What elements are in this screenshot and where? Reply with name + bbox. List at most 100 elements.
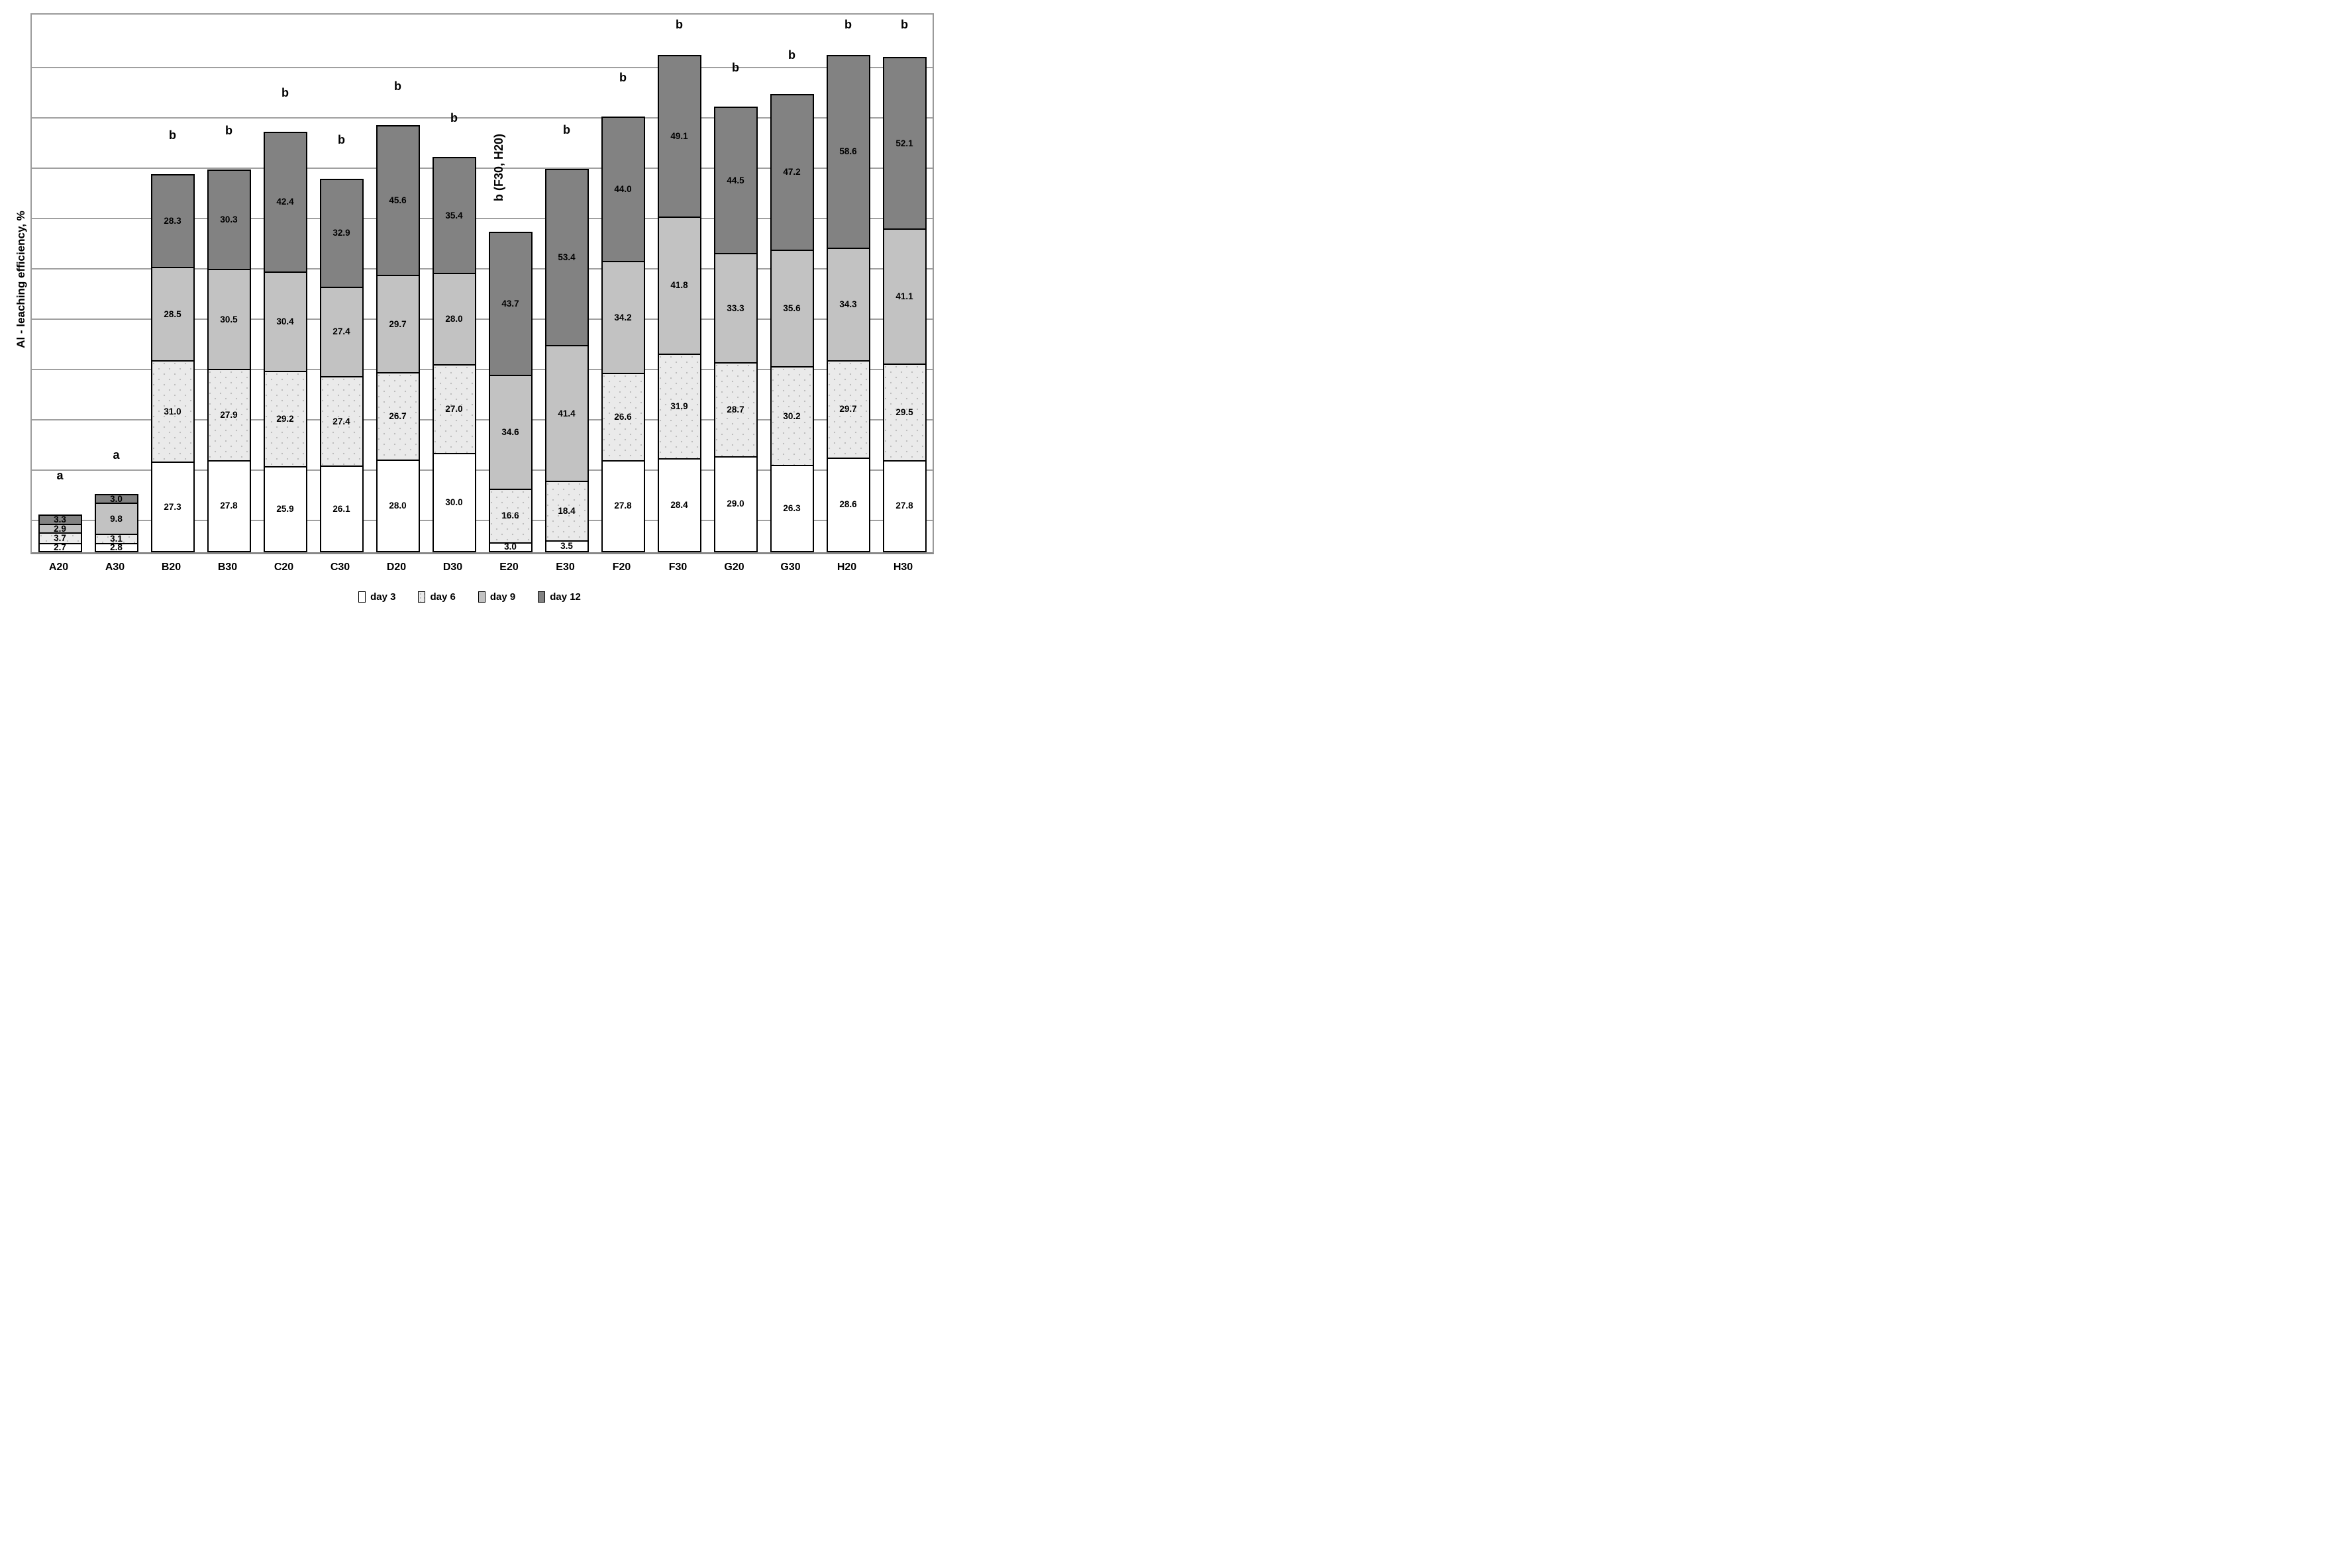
legend-item-day9: day 9 <box>478 591 515 603</box>
bar-slot-E20: 3.0 16.6 34.6 43.7 b (F30, H20) <box>482 15 538 552</box>
segment-F20-day6: 26.6 <box>601 373 645 462</box>
value-label-C20-day6: 29.2 <box>276 414 294 424</box>
value-label-G20-day12: 44.5 <box>727 175 744 185</box>
segment-D20-day3: 28.0 <box>376 459 420 552</box>
significance-label-F20: b <box>619 70 627 84</box>
value-label-G20-day9: 33.3 <box>727 303 744 313</box>
gridline <box>32 168 933 169</box>
segment-E20-day12: 43.7 <box>488 231 533 377</box>
segment-B20-day6: 31.0 <box>150 360 195 464</box>
category-label-C20: C20 <box>274 562 294 573</box>
segment-A30-day12: 3.0 <box>94 494 138 505</box>
value-label-E20-day6: 16.6 <box>501 511 519 521</box>
value-label-B20-day12: 28.3 <box>164 216 181 226</box>
value-label-E20-day9: 34.6 <box>501 427 519 438</box>
value-label-E30-day9: 41.4 <box>558 408 576 418</box>
segment-A20-day9: 2.9 <box>38 524 82 534</box>
value-label-B30-day9: 30.5 <box>220 314 238 324</box>
significance-label-G30: b <box>788 48 795 62</box>
stacked-bar-E20: 3.0 16.6 34.6 43.7 <box>488 231 533 552</box>
segment-G20-day6: 28.7 <box>713 362 758 458</box>
bar-slot-A30: 2.8 3.1 9.8 3.0 a <box>88 15 144 552</box>
value-label-D20-day3: 28.0 <box>389 500 407 511</box>
category-label-B30: B30 <box>217 562 238 573</box>
significance-label-F30: b <box>676 18 683 31</box>
gridline <box>32 419 933 420</box>
category-label-E20: E20 <box>499 562 519 573</box>
segment-D30-day9: 28.0 <box>432 273 476 366</box>
gridline <box>32 369 933 370</box>
value-label-B20-day9: 28.5 <box>164 309 181 319</box>
bar-slot-H30: 27.8 29.5 41.1 52.1 b <box>876 15 933 552</box>
legend-swatch-day9 <box>478 591 485 603</box>
bar-slot-C30: 26.1 27.4 27.4 32.9 b <box>313 15 370 552</box>
segment-B30-day9: 30.5 <box>207 269 251 370</box>
value-label-C20-day12: 42.4 <box>276 197 294 207</box>
segment-B30-day6: 27.9 <box>207 368 251 462</box>
legend-label-day6: day 6 <box>430 591 456 603</box>
segment-H30-day12: 52.1 <box>882 57 927 230</box>
significance-label-C30: b <box>338 132 345 146</box>
bar-slot-F20: 27.8 26.6 34.2 44.0 b <box>595 15 651 552</box>
bar-slot-A20: 2.7 3.7 2.9 3.3 a <box>32 15 88 552</box>
segment-C30-day12: 32.9 <box>319 178 364 288</box>
category-label-C30: C30 <box>330 562 350 573</box>
value-label-H20-day3: 28.6 <box>839 499 857 510</box>
legend-label-day9: day 9 <box>489 591 516 603</box>
value-label-E20-day3: 3.0 <box>504 542 517 552</box>
segment-H20-day12: 58.6 <box>826 54 870 250</box>
value-label-D30-day12: 35.4 <box>445 210 463 220</box>
gridline <box>32 318 933 320</box>
segment-H30-day6: 29.5 <box>882 363 927 462</box>
stacked-bar-D30: 30.0 27.0 28.0 35.4 <box>432 156 476 552</box>
segment-E30-day9: 41.4 <box>544 344 589 483</box>
value-label-B20-day3: 27.3 <box>164 501 181 512</box>
value-label-A30-day3: 2.8 <box>110 542 123 552</box>
category-label-H30: H30 <box>893 562 913 573</box>
value-label-A20-day12: 3.3 <box>54 514 66 525</box>
value-label-G20-day3: 29.0 <box>727 499 744 509</box>
segment-C20-day3: 25.9 <box>263 466 307 552</box>
segment-B20-day12: 28.3 <box>150 174 195 269</box>
bar-slot-F30: 28.4 31.9 41.8 49.1 b <box>651 15 707 552</box>
segment-B20-day3: 27.3 <box>150 462 195 552</box>
segment-C30-day9: 27.4 <box>319 286 364 377</box>
value-label-A30-day9: 9.8 <box>110 513 123 524</box>
value-label-F30-day6: 31.9 <box>670 401 688 411</box>
segment-E30-day12: 53.4 <box>544 169 589 346</box>
value-label-B30-day3: 27.8 <box>220 501 238 511</box>
significance-label-H20: b <box>844 18 852 31</box>
segment-A30-day6: 3.1 <box>94 534 138 544</box>
segment-F20-day9: 34.2 <box>601 261 645 375</box>
value-label-C30-day9: 27.4 <box>332 326 350 337</box>
value-label-F30-day3: 28.4 <box>670 499 688 510</box>
value-label-G30-day6: 30.2 <box>783 411 801 421</box>
value-label-C30-day6: 27.4 <box>332 416 350 426</box>
legend-label-day3: day 3 <box>370 591 396 603</box>
segment-G30-day6: 30.2 <box>770 366 814 467</box>
value-label-D30-day3: 30.0 <box>445 497 463 507</box>
category-label-D20: D20 <box>386 562 407 573</box>
significance-label-A20: a <box>56 468 64 482</box>
category-label-E30: E30 <box>556 562 575 573</box>
stacked-bar-D20: 28.0 26.7 29.7 45.6 <box>376 124 420 552</box>
segment-C30-day3: 26.1 <box>319 466 364 552</box>
segment-A30-day3: 2.8 <box>94 542 138 552</box>
significance-label-D30: b <box>450 111 458 124</box>
stacked-bar-B20: 27.3 31.0 28.5 28.3 <box>150 174 195 552</box>
stacked-bar-C20: 25.9 29.2 30.4 42.4 <box>263 132 307 552</box>
plot-area: 2.7 3.7 2.9 3.3 a 2.8 3.1 9.8 3.0 a 27.3 31.0 28.5 28… <box>30 13 934 554</box>
category-label-B20: B20 <box>161 562 181 573</box>
category-label-G30: G30 <box>780 562 801 573</box>
stacked-bar-G30: 26.3 30.2 35.6 47.2 <box>770 94 814 552</box>
stacked-bar-H20: 28.6 29.7 34.3 58.6 <box>826 54 870 552</box>
stacked-bar-A30: 2.8 3.1 9.8 3.0 <box>94 494 138 552</box>
value-label-B30-day12: 30.3 <box>220 215 238 225</box>
segment-D30-day12: 35.4 <box>432 156 476 275</box>
gridline <box>32 469 933 471</box>
stacked-bar-G20: 29.0 28.7 33.3 44.5 <box>713 107 758 552</box>
segment-G20-day12: 44.5 <box>713 107 758 255</box>
category-label-H20: H20 <box>837 562 857 573</box>
significance-label-A30: a <box>113 448 120 462</box>
segment-G20-day3: 29.0 <box>713 456 758 552</box>
